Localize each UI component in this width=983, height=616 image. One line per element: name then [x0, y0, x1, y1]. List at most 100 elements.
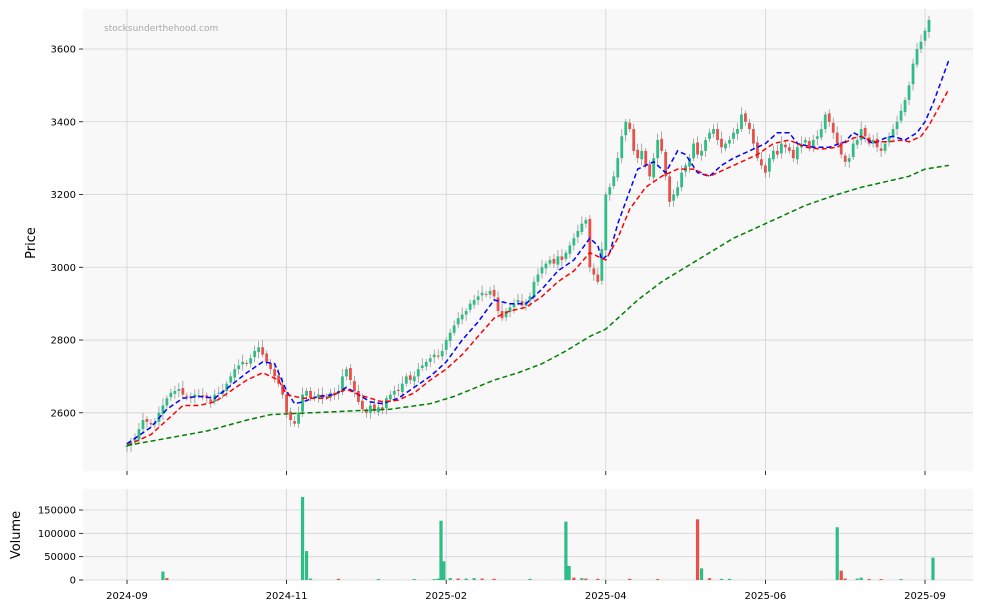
candle-body [161, 405, 165, 414]
candle-body [464, 310, 468, 315]
candle-body [911, 63, 915, 85]
candle-body [289, 411, 292, 421]
volume-bar [528, 578, 532, 580]
candle-body [556, 256, 560, 265]
candle-body [923, 30, 927, 41]
volume-bar [572, 577, 576, 580]
volume-y-tick-label: 100000 [38, 529, 76, 540]
candle-body [293, 421, 296, 424]
candle-body [588, 218, 592, 268]
candle-body [349, 368, 352, 381]
candle-body [568, 245, 572, 254]
candle-body [823, 114, 827, 130]
x-tick-label: 2024-11 [266, 591, 308, 602]
candle-body [217, 392, 221, 394]
candle-body [125, 445, 129, 447]
candle-body [875, 138, 879, 148]
volume-bar [584, 578, 588, 580]
candle-body [660, 138, 664, 151]
candle-body [448, 332, 452, 342]
moving-average-line [126, 164, 950, 447]
candle-body [752, 129, 755, 144]
candle-body [325, 396, 328, 398]
candle-body [564, 252, 568, 259]
candle-body [604, 194, 608, 251]
candle-body [720, 138, 723, 148]
volume-bar [839, 570, 843, 580]
candle-body [919, 41, 923, 50]
candle-body [827, 113, 831, 122]
candle-body [357, 390, 360, 402]
candle-body [903, 99, 907, 112]
candle-body [652, 158, 656, 178]
candle-body [907, 85, 911, 100]
candle-body [692, 143, 695, 159]
candle-body [185, 395, 189, 397]
volume-bar [628, 578, 632, 580]
candle-body [249, 358, 253, 364]
candle-body [365, 410, 368, 413]
candle-body [696, 142, 699, 155]
candle-body [456, 318, 460, 325]
candle-body [656, 139, 660, 159]
volume-bar [899, 579, 903, 580]
candle-body [468, 303, 472, 310]
candle-body [628, 122, 632, 130]
price-axis-label: Price [24, 227, 39, 259]
candle-body [301, 394, 304, 412]
volume-bar [304, 551, 309, 580]
price-y-tick-label: 3600 [51, 45, 76, 56]
volume-bar [448, 578, 452, 580]
candle-body [313, 396, 316, 398]
candle-body [847, 158, 851, 162]
candle-body [839, 142, 843, 155]
volume-x-ticks: 2024-09 2024-11 2025-02 2025-04 2025-06 2025-… [106, 580, 946, 602]
candle-body [616, 158, 620, 178]
candle-body [736, 129, 739, 134]
candle-body [636, 149, 640, 159]
candle-body [173, 390, 177, 394]
candle-body [779, 143, 783, 154]
candle-body [540, 267, 544, 274]
x-tick-label: 2024-09 [106, 591, 148, 602]
candle-body [775, 150, 779, 155]
candle-body [744, 113, 747, 122]
volume-bar [867, 579, 871, 580]
candle-body [361, 400, 364, 410]
volume-y-tick-label: 50000 [44, 552, 76, 563]
candle-body [668, 176, 672, 202]
candle-body [584, 219, 588, 224]
candle-body [333, 392, 336, 395]
volume-panel-background [83, 489, 973, 580]
candle-body [380, 407, 384, 410]
volume-bar [165, 578, 169, 580]
candle-body [811, 139, 815, 148]
candle-body [384, 398, 388, 409]
volume-bar [567, 566, 571, 580]
volume-bar [432, 579, 436, 580]
candle-body [281, 384, 285, 395]
candle-body [724, 143, 727, 149]
candle-body [536, 274, 540, 282]
price-panel-background [83, 9, 973, 471]
volume-bar [656, 579, 660, 580]
candle-body [879, 148, 883, 151]
candle-body [512, 303, 516, 308]
price-y-tick-label: 3000 [51, 263, 76, 274]
volume-bar [879, 579, 883, 580]
volume-bar [859, 577, 863, 580]
candle-body [345, 369, 348, 377]
volume-bar [699, 568, 704, 580]
candle-body [436, 355, 440, 357]
volume-bar [695, 519, 700, 580]
candle-body [528, 296, 532, 301]
candle-body [273, 369, 277, 377]
candle-body [257, 347, 261, 353]
candle-body [592, 268, 596, 275]
candle-body [229, 376, 233, 383]
volume-bar [564, 521, 568, 580]
candle-body [181, 388, 185, 395]
volume-bar [336, 578, 341, 580]
candle-body [532, 281, 536, 298]
